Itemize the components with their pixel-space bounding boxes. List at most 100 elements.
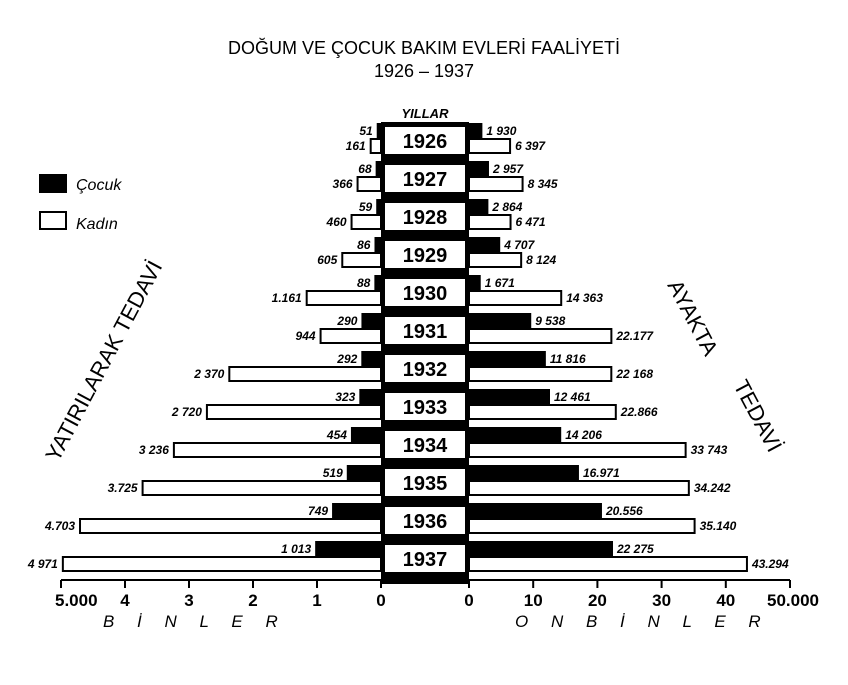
bar-right-cocuk bbox=[468, 503, 602, 519]
value-label-right-cocuk: 4 707 bbox=[503, 238, 535, 252]
bar-left-kadin bbox=[319, 328, 383, 344]
right-unit-label: O N B İ N L E R bbox=[515, 612, 770, 631]
bar-right-kadin bbox=[468, 176, 524, 192]
value-label-right-cocuk: 11 816 bbox=[550, 352, 586, 366]
value-label-right-kadin: 6 471 bbox=[516, 215, 546, 229]
bar-left-kadin bbox=[61, 556, 383, 572]
left-axis-tick-label: 3 bbox=[184, 591, 193, 610]
left-axis-tick-label: 5.000 bbox=[55, 591, 98, 610]
value-label-right-kadin: 6 397 bbox=[515, 139, 546, 153]
year-label: 1931 bbox=[403, 321, 448, 343]
value-label-left-cocuk: 292 bbox=[336, 352, 357, 366]
bar-right-cocuk bbox=[468, 541, 614, 557]
value-label-right-kadin: 33 743 bbox=[691, 443, 728, 457]
bar-right-cocuk bbox=[468, 161, 489, 177]
value-label-left-kadin: 605 bbox=[317, 253, 337, 267]
year-box bbox=[385, 393, 465, 420]
value-label-right-kadin: 8 345 bbox=[528, 177, 558, 191]
year-box bbox=[385, 317, 465, 344]
bar-right-kadin bbox=[468, 328, 613, 344]
bar-left-kadin bbox=[341, 252, 382, 268]
value-label-right-kadin: 34.242 bbox=[694, 481, 731, 495]
bar-left-cocuk bbox=[374, 275, 383, 291]
bar-left-cocuk bbox=[376, 199, 382, 215]
value-label-left-kadin: 161 bbox=[346, 139, 366, 153]
bar-left-cocuk bbox=[346, 465, 382, 481]
bar-left-cocuk bbox=[375, 161, 383, 177]
value-label-right-cocuk: 22 275 bbox=[616, 542, 654, 556]
bar-right-kadin bbox=[468, 480, 690, 496]
left-axis-tick-label: 2 bbox=[248, 591, 257, 610]
legend: Çocuk Kadın bbox=[39, 174, 122, 233]
value-label-right-kadin: 22.866 bbox=[620, 405, 658, 419]
left-axis-tick-label: 4 bbox=[120, 591, 130, 610]
year-box bbox=[385, 165, 465, 192]
bar-right-kadin bbox=[468, 290, 563, 306]
value-label-left-cocuk: 59 bbox=[359, 200, 373, 214]
bar-left-cocuk bbox=[361, 351, 383, 367]
year-label: 1926 bbox=[403, 131, 448, 153]
bar-left-kadin bbox=[228, 366, 382, 382]
center-column-label: YILLAR bbox=[402, 106, 450, 121]
value-label-right-kadin: 8 124 bbox=[526, 253, 556, 267]
value-label-left-cocuk: 88 bbox=[357, 276, 371, 290]
legend-label-cocuk: Çocuk bbox=[76, 177, 122, 194]
bar-left-cocuk bbox=[350, 427, 382, 443]
year-label: 1934 bbox=[403, 435, 448, 457]
right-side-label-2: TEDAVİ bbox=[729, 376, 788, 456]
value-label-left-cocuk: 749 bbox=[308, 504, 328, 518]
value-label-right-cocuk: 2 957 bbox=[492, 162, 524, 176]
right-axis-tick-label: 10 bbox=[524, 591, 543, 610]
bar-right-cocuk bbox=[468, 427, 562, 443]
year-box bbox=[385, 241, 465, 268]
bar-left-cocuk bbox=[332, 503, 382, 519]
bar-left-cocuk bbox=[376, 123, 382, 139]
value-label-left-kadin: 944 bbox=[296, 329, 316, 343]
value-label-right-cocuk: 12 461 bbox=[554, 390, 591, 404]
bar-left-kadin bbox=[356, 176, 382, 192]
year-box bbox=[385, 203, 465, 230]
bar-left-kadin bbox=[369, 138, 383, 154]
year-label: 1928 bbox=[403, 207, 448, 229]
year-label: 1935 bbox=[403, 473, 448, 495]
value-label-left-kadin: 4.703 bbox=[44, 519, 75, 533]
bar-left-kadin bbox=[172, 442, 382, 458]
year-box bbox=[385, 431, 465, 458]
year-box bbox=[385, 355, 465, 382]
year-box bbox=[385, 279, 465, 306]
right-axis-tick-label: 40 bbox=[716, 591, 735, 610]
chart-title: DOĞUM VE ÇOCUK BAKIM EVLERİ FAALİYETİ bbox=[228, 37, 620, 58]
value-label-right-cocuk: 14 206 bbox=[565, 428, 602, 442]
value-label-left-kadin: 460 bbox=[326, 215, 347, 229]
left-axis-tick-label: 1 bbox=[312, 591, 321, 610]
value-label-left-cocuk: 68 bbox=[358, 162, 372, 176]
value-label-left-cocuk: 519 bbox=[323, 466, 343, 480]
bar-right-kadin bbox=[468, 518, 696, 534]
legend-swatch-cocuk bbox=[39, 174, 67, 193]
value-label-right-kadin: 14 363 bbox=[566, 291, 603, 305]
year-box bbox=[385, 127, 465, 154]
bar-right-cocuk bbox=[468, 123, 483, 139]
right-axis-tick-label: 20 bbox=[588, 591, 607, 610]
bar-right-cocuk bbox=[468, 351, 546, 367]
year-box bbox=[385, 545, 465, 572]
value-label-left-cocuk: 323 bbox=[335, 390, 355, 404]
value-label-right-cocuk: 2 864 bbox=[491, 200, 522, 214]
bar-left-kadin bbox=[141, 480, 382, 496]
year-label: 1936 bbox=[403, 511, 448, 533]
value-label-left-kadin: 3.725 bbox=[108, 481, 138, 495]
value-label-left-cocuk: 86 bbox=[357, 238, 371, 252]
year-label: 1927 bbox=[403, 169, 448, 191]
value-label-right-cocuk: 1 671 bbox=[485, 276, 515, 290]
value-label-left-kadin: 366 bbox=[333, 177, 353, 191]
bar-left-kadin bbox=[305, 290, 383, 306]
bar-left-cocuk bbox=[374, 237, 383, 253]
value-label-right-kadin: 43.294 bbox=[751, 557, 789, 571]
value-label-left-kadin: 3 236 bbox=[139, 443, 169, 457]
right-axis-tick-label: 30 bbox=[652, 591, 671, 610]
bar-right-kadin bbox=[468, 252, 523, 268]
value-label-right-cocuk: 20.556 bbox=[605, 504, 643, 518]
bar-right-kadin bbox=[468, 214, 512, 230]
legend-label-kadin: Kadın bbox=[76, 216, 118, 233]
